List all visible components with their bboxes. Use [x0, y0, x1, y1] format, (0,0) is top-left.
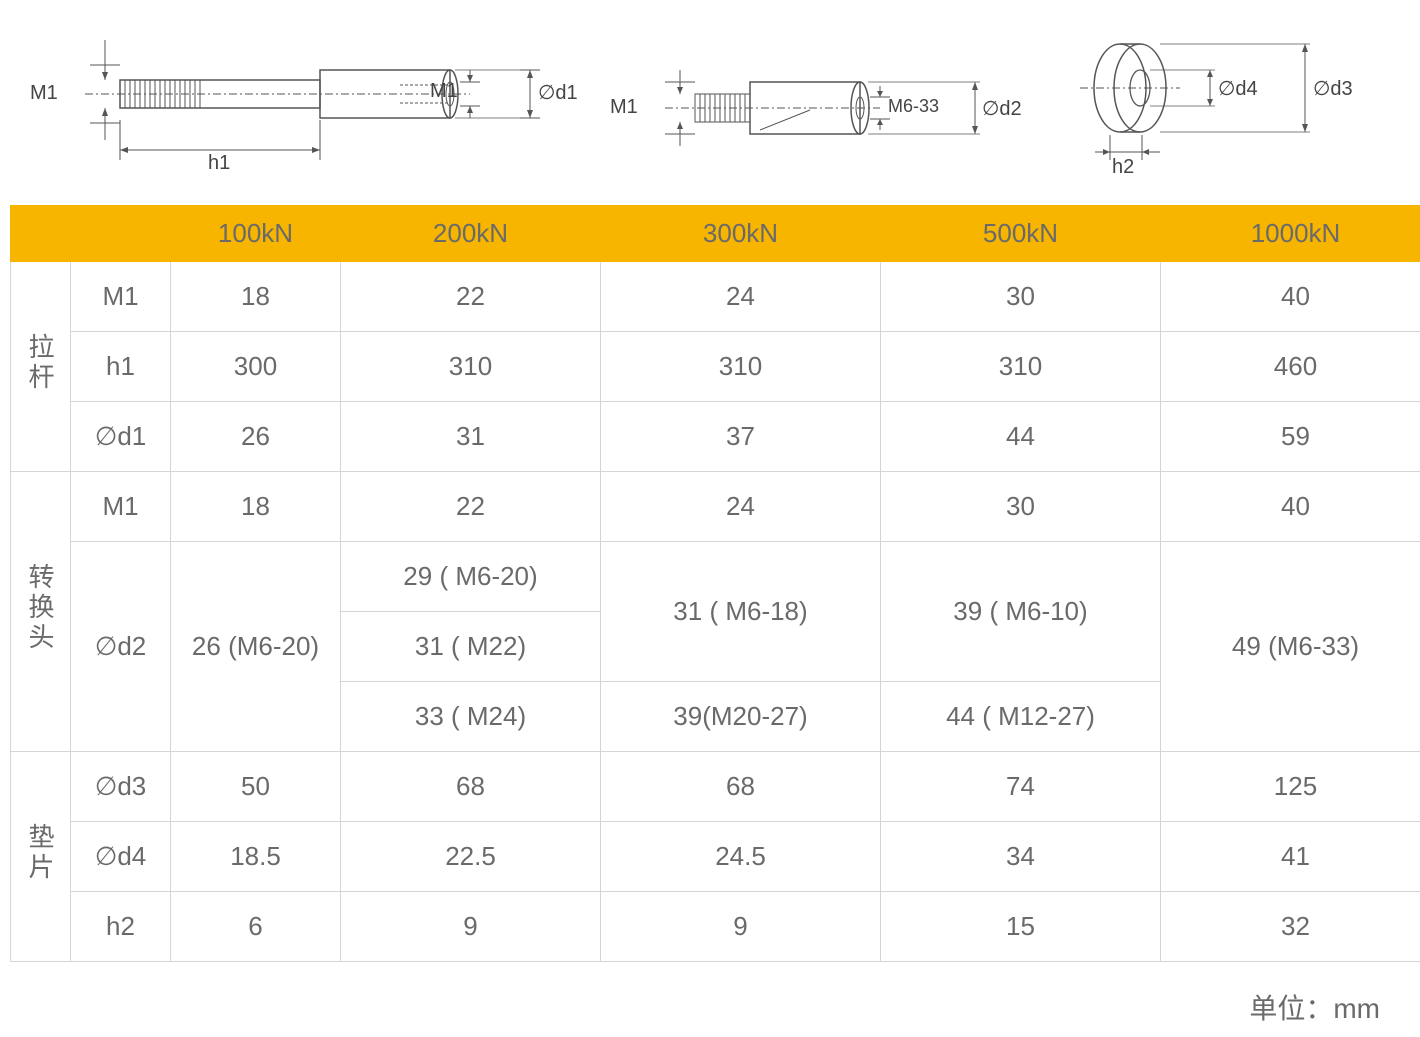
table-row: 转换头 M1 18 22 24 30 40 — [11, 472, 1420, 542]
table-header-row: 100kN 200kN 300kN 500kN 1000kN — [11, 206, 1420, 262]
adapter-svg — [610, 50, 1030, 180]
value-cell: 9 — [601, 892, 881, 962]
value-cell: 22 — [341, 472, 601, 542]
value-cell: 31 — [341, 402, 601, 472]
param-cell: M1 — [71, 472, 171, 542]
value-cell: 24.5 — [601, 822, 881, 892]
value-cell: 31 ( M6-18) — [601, 542, 881, 682]
header-empty — [11, 206, 171, 262]
value-cell: 50 — [171, 752, 341, 822]
value-cell: 22 — [341, 262, 601, 332]
table-row: ∅d1 26 31 37 44 59 — [11, 402, 1420, 472]
header-200kn: 200kN — [341, 206, 601, 262]
header-1000kn: 1000kN — [1161, 206, 1420, 262]
value-cell: 9 — [341, 892, 601, 962]
diagram-rod: M1 M1 h1 ∅d1 — [30, 20, 590, 180]
adapter-label-m6-33: M6-33 — [888, 96, 939, 117]
table-row: h1 300 310 310 310 460 — [11, 332, 1420, 402]
adapter-label-d2: ∅d2 — [982, 96, 1022, 121]
value-cell: 44 ( M12-27) — [881, 682, 1161, 752]
washer-label-d3: ∅d3 — [1313, 76, 1353, 101]
rod-label-h1: h1 — [208, 152, 230, 175]
value-cell: 26 — [171, 402, 341, 472]
diagrams-row: M1 M1 h1 ∅d1 — [10, 10, 1410, 180]
unit-label: 单位：mm — [10, 987, 1410, 1027]
table-row: 垫片 ∅d3 50 68 68 74 125 — [11, 752, 1420, 822]
value-cell: 30 — [881, 262, 1161, 332]
value-cell: 24 — [601, 472, 881, 542]
rod-label-m1-right: M1 — [430, 80, 458, 103]
value-cell: 310 — [601, 332, 881, 402]
diagram-washer: ∅d4 ∅d3 h2 — [1050, 30, 1390, 180]
value-cell: 310 — [341, 332, 601, 402]
washer-label-h2: h2 — [1112, 156, 1134, 179]
value-cell: 33 ( M24) — [341, 682, 601, 752]
value-cell: 74 — [881, 752, 1161, 822]
group-adapter: 转换头 — [11, 472, 71, 752]
value-cell: 39(M20-27) — [601, 682, 881, 752]
rod-label-d1: ∅d1 — [538, 80, 578, 105]
value-cell: 300 — [171, 332, 341, 402]
table-row: ∅d4 18.5 22.5 24.5 34 41 — [11, 822, 1420, 892]
param-cell: h1 — [71, 332, 171, 402]
value-cell: 39 ( M6-10) — [881, 542, 1161, 682]
value-cell: 34 — [881, 822, 1161, 892]
value-cell: 44 — [881, 402, 1161, 472]
header-300kn: 300kN — [601, 206, 881, 262]
value-cell: 40 — [1161, 262, 1420, 332]
value-cell: 24 — [601, 262, 881, 332]
value-cell: 68 — [601, 752, 881, 822]
value-cell: 18 — [171, 472, 341, 542]
table-row: ∅d2 26 (M6-20) 29 ( M6-20) 31 ( M6-18) 3… — [11, 542, 1420, 612]
param-cell: M1 — [71, 262, 171, 332]
value-cell: 31 ( M22) — [341, 612, 601, 682]
param-cell: ∅d1 — [71, 402, 171, 472]
header-100kn: 100kN — [171, 206, 341, 262]
value-cell: 15 — [881, 892, 1161, 962]
value-cell: 59 — [1161, 402, 1420, 472]
value-cell: 310 — [881, 332, 1161, 402]
group-rod: 拉杆 — [11, 262, 71, 472]
value-cell: 29 ( M6-20) — [341, 542, 601, 612]
table-row: h2 6 9 9 15 32 — [11, 892, 1420, 962]
value-cell: 460 — [1161, 332, 1420, 402]
value-cell: 18.5 — [171, 822, 341, 892]
group-washer: 垫片 — [11, 752, 71, 962]
value-cell: 30 — [881, 472, 1161, 542]
param-cell: ∅d3 — [71, 752, 171, 822]
table-row: 拉杆 M1 18 22 24 30 40 — [11, 262, 1420, 332]
washer-svg — [1050, 30, 1390, 180]
spec-table: 100kN 200kN 300kN 500kN 1000kN 拉杆 M1 18 … — [10, 205, 1420, 962]
value-cell: 40 — [1161, 472, 1420, 542]
param-cell: ∅d4 — [71, 822, 171, 892]
value-cell: 49 (M6-33) — [1161, 542, 1420, 752]
value-cell: 18 — [171, 262, 341, 332]
diagram-adapter: M1 M6-33 ∅d2 — [610, 50, 1030, 180]
value-cell: 6 — [171, 892, 341, 962]
header-500kn: 500kN — [881, 206, 1161, 262]
value-cell: 68 — [341, 752, 601, 822]
value-cell: 22.5 — [341, 822, 601, 892]
washer-label-d4: ∅d4 — [1218, 76, 1258, 101]
rod-label-m1-left: M1 — [30, 82, 58, 105]
value-cell: 32 — [1161, 892, 1420, 962]
value-cell: 26 (M6-20) — [171, 542, 341, 752]
rod-svg — [30, 20, 590, 180]
param-cell: ∅d2 — [71, 542, 171, 752]
value-cell: 41 — [1161, 822, 1420, 892]
value-cell: 125 — [1161, 752, 1420, 822]
param-cell: h2 — [71, 892, 171, 962]
adapter-label-m1: M1 — [610, 96, 638, 119]
value-cell: 37 — [601, 402, 881, 472]
